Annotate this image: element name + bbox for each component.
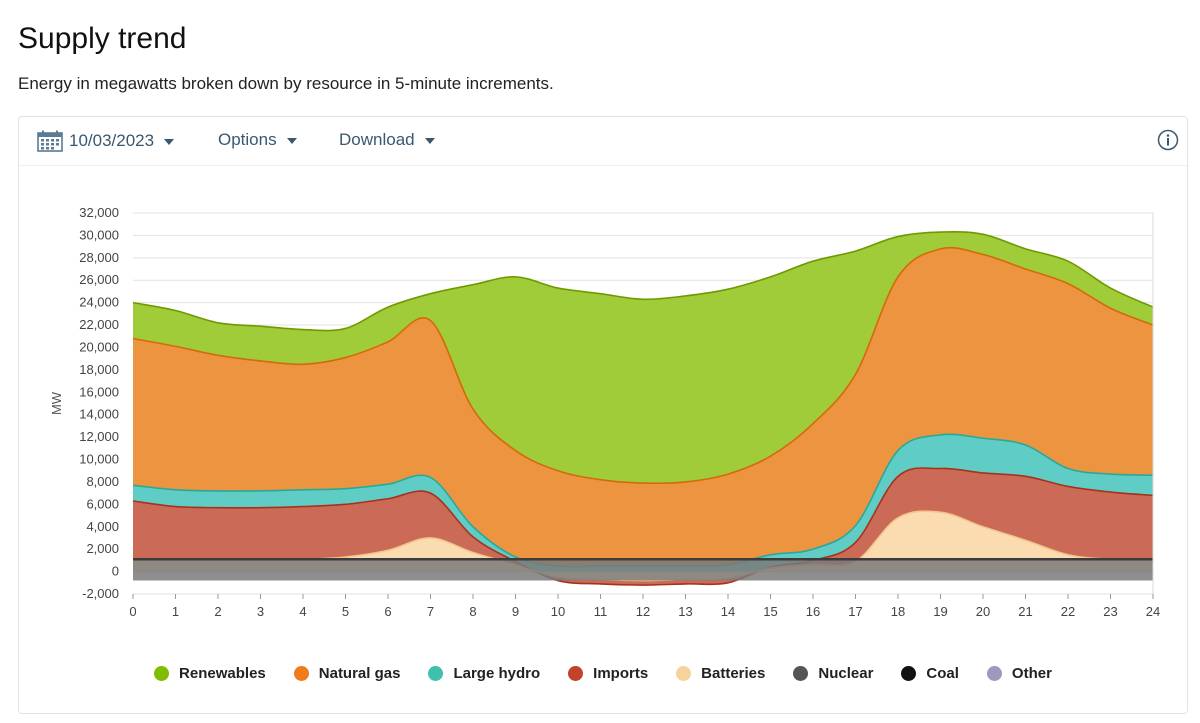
download-dropdown[interactable]: Download bbox=[339, 130, 435, 150]
page-title: Supply trend bbox=[18, 22, 187, 55]
legend-label: Batteries bbox=[701, 665, 766, 682]
x-tick-label: 21 bbox=[1018, 604, 1032, 619]
download-label: Download bbox=[339, 130, 415, 149]
x-tick-label: 6 bbox=[384, 604, 391, 619]
x-tick-label: 2 bbox=[214, 604, 221, 619]
nuclear-area bbox=[133, 559, 1153, 581]
x-tick-label: 1 bbox=[172, 604, 179, 619]
legend-item-large-hydro[interactable]: Large hydro bbox=[428, 665, 540, 682]
supply-trend-chart: -2,000 0 2,000 4,000 6,000 8,000 10,000 12,000 1… bbox=[49, 205, 1160, 619]
chevron-down-icon bbox=[164, 139, 175, 145]
x-tick-label: 0 bbox=[129, 604, 136, 619]
x-tick-label: 13 bbox=[678, 604, 692, 619]
x-tick-label: 8 bbox=[469, 604, 476, 619]
x-tick-label: 18 bbox=[891, 604, 905, 619]
x-tick-label: 16 bbox=[806, 604, 820, 619]
x-tick-label: 20 bbox=[976, 604, 990, 619]
y-tick-label: 2,000 bbox=[86, 541, 119, 556]
x-tick-label: 3 bbox=[257, 604, 264, 619]
y-tick-label: 24,000 bbox=[79, 295, 119, 310]
options-label: Options bbox=[218, 130, 277, 149]
y-tick-label: 22,000 bbox=[79, 317, 119, 332]
legend-label: Large hydro bbox=[453, 665, 541, 682]
y-tick-label: 30,000 bbox=[79, 227, 119, 242]
y-tick-label: 12,000 bbox=[79, 429, 119, 444]
x-tick-label: 17 bbox=[848, 604, 862, 619]
legend-item-other[interactable]: Other bbox=[986, 665, 1052, 682]
chart-toolbar: 10/03/2023 Options Download bbox=[19, 117, 1187, 166]
y-tick-label: 18,000 bbox=[79, 362, 119, 377]
chevron-down-icon bbox=[286, 138, 297, 144]
legend-dot-icon bbox=[901, 666, 917, 681]
y-tick-label: -2,000 bbox=[82, 586, 119, 601]
x-tick-label: 24 bbox=[1146, 604, 1160, 619]
legend-item-natural-gas[interactable]: Natural gas bbox=[293, 665, 401, 682]
renewables-area-line bbox=[132, 231, 1154, 332]
y-tick-label: 26,000 bbox=[79, 272, 119, 287]
x-tick-label: 23 bbox=[1103, 604, 1117, 619]
legend-dot-icon bbox=[293, 666, 309, 681]
legend-dot-icon bbox=[793, 666, 809, 681]
page-subtitle: Energy in megawatts broken down by resou… bbox=[18, 74, 554, 93]
legend-label: Nuclear bbox=[818, 665, 874, 682]
chart-legend: Renewables Natural gas Large hydro Imports B… bbox=[19, 665, 1187, 682]
y-axis-label: MW bbox=[49, 391, 64, 415]
x-tick-label: 10 bbox=[551, 604, 565, 619]
legend-item-coal[interactable]: Coal bbox=[901, 665, 959, 682]
y-tick-label: 6,000 bbox=[86, 496, 119, 511]
legend-label: Imports bbox=[593, 665, 649, 682]
x-tick-label: 4 bbox=[299, 604, 306, 619]
x-tick-label: 12 bbox=[636, 604, 650, 619]
x-tick-label: 15 bbox=[763, 604, 777, 619]
options-dropdown[interactable]: Options bbox=[218, 130, 297, 150]
legend-dot-icon bbox=[154, 666, 170, 681]
legend-label: Natural gas bbox=[318, 665, 401, 682]
legend-item-renewables[interactable]: Renewables bbox=[154, 665, 266, 682]
x-tick-label: 5 bbox=[342, 604, 349, 619]
y-tick-label: 14,000 bbox=[79, 407, 119, 422]
legend-dot-icon bbox=[428, 666, 444, 681]
chart-card: 10/03/2023 Options Download -2,000 0 2,000… bbox=[18, 116, 1188, 714]
y-tick-label: 4,000 bbox=[86, 519, 119, 534]
x-tick-label: 9 bbox=[512, 604, 519, 619]
x-tick-label: 7 bbox=[427, 604, 434, 619]
date-label: 10/03/2023 bbox=[69, 131, 155, 150]
y-tick-label: 8,000 bbox=[86, 474, 119, 489]
legend-dot-icon bbox=[568, 666, 584, 681]
x-tick-label: 14 bbox=[721, 604, 735, 619]
legend-item-nuclear[interactable]: Nuclear bbox=[793, 665, 873, 682]
chevron-down-icon bbox=[424, 138, 435, 144]
legend-label: Other bbox=[1011, 665, 1052, 682]
legend-label: Coal bbox=[926, 665, 959, 682]
x-tick-label: 11 bbox=[594, 604, 608, 619]
y-tick-label: 10,000 bbox=[79, 452, 119, 467]
area-series bbox=[132, 231, 1154, 586]
legend-dot-icon bbox=[676, 666, 692, 681]
y-tick-label: 28,000 bbox=[79, 250, 119, 265]
y-tick-label: 0 bbox=[112, 564, 119, 579]
legend-label: Renewables bbox=[179, 665, 266, 682]
info-icon[interactable] bbox=[1157, 129, 1179, 151]
imports-area-line bbox=[132, 467, 1154, 586]
calendar-icon bbox=[37, 130, 63, 152]
axes: -2,000 0 2,000 4,000 6,000 8,000 10,000 12,000 1… bbox=[49, 205, 1160, 619]
y-tick-label: 32,000 bbox=[79, 205, 119, 220]
x-tick-label: 19 bbox=[933, 604, 947, 619]
natural-gas-area-line bbox=[132, 246, 1154, 485]
legend-item-batteries[interactable]: Batteries bbox=[676, 665, 765, 682]
legend-dot-icon bbox=[986, 666, 1002, 681]
y-tick-label: 20,000 bbox=[79, 339, 119, 354]
x-tick-label: 22 bbox=[1061, 604, 1075, 619]
date-picker-button[interactable]: 10/03/2023 bbox=[37, 130, 175, 152]
legend-item-imports[interactable]: Imports bbox=[568, 665, 648, 682]
y-tick-label: 16,000 bbox=[79, 384, 119, 399]
